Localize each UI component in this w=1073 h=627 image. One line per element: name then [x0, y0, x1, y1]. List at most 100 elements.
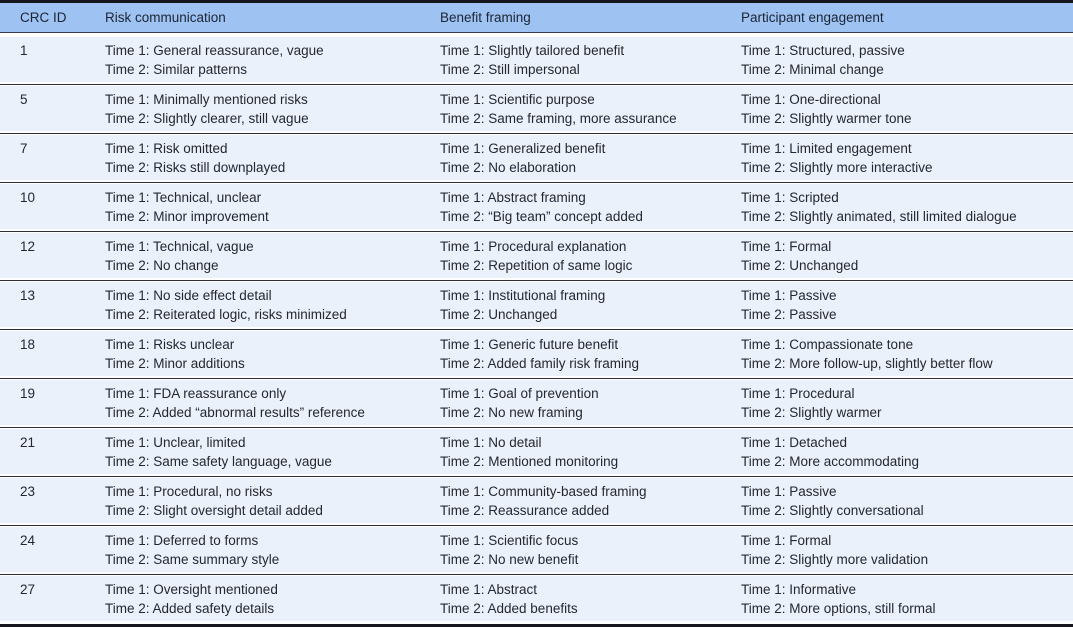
risk-time2-text: Time 2: Risks still downplayed [105, 159, 286, 175]
engagement-time2-text: Time 2: Slightly warmer [741, 404, 882, 420]
crc-id-cell: 18 [20, 336, 36, 352]
table-row: 23 Time 1: Procedural, no risks Time 2: … [0, 478, 1073, 523]
table-body: 1 Time 1: General reassurance, vague Tim… [0, 37, 1073, 621]
column-header-risk-communication: Risk communication [105, 10, 226, 25]
benefit-framing-cell: Time 1: Procedural explanation Time 2: R… [440, 237, 741, 275]
risk-communication-cell: Time 1: Risk omitted Time 2: Risks still… [105, 139, 440, 177]
engagement-time1-text: Time 1: Passive [741, 483, 837, 499]
engagement-time1-text: Time 1: Structured, passive [741, 42, 905, 58]
crc-id-cell: 1 [20, 42, 28, 58]
column-header-crc-id: CRC ID [20, 10, 67, 25]
table-row: 19 Time 1: FDA reassurance only Time 2: … [0, 380, 1073, 425]
benefit-framing-cell: Time 1: Institutional framing Time 2: Un… [440, 286, 741, 324]
crc-id-cell: 27 [20, 581, 36, 597]
participant-engagement-cell: Time 1: Passive Time 2: Passive [741, 286, 1073, 324]
risk-time1-text: Time 1: Technical, unclear [105, 189, 262, 205]
table-row: 12 Time 1: Technical, vague Time 2: No c… [0, 233, 1073, 278]
engagement-time1-text: Time 1: Informative [741, 581, 857, 597]
risk-time2-text: Time 2: Added “abnormal results” referen… [105, 404, 365, 420]
engagement-time1-text: Time 1: Detached [741, 434, 848, 450]
engagement-time2-text: Time 2: Slightly warmer tone [741, 110, 912, 126]
risk-time1-text: Time 1: General reassurance, vague [105, 42, 324, 58]
participant-engagement-cell: Time 1: Limited engagement Time 2: Sligh… [741, 139, 1073, 177]
benefit-time1-text: Time 1: Procedural explanation [440, 238, 627, 254]
benefit-time2-text: Time 2: Added family risk framing [440, 355, 640, 371]
benefit-framing-cell: Time 1: Scientific purpose Time 2: Same … [440, 90, 741, 128]
participant-engagement-cell: Time 1: Procedural Time 2: Slightly warm… [741, 384, 1073, 422]
benefit-time1-text: Time 1: Generalized benefit [440, 140, 606, 156]
benefit-framing-cell: Time 1: No detail Time 2: Mentioned moni… [440, 433, 741, 471]
risk-time2-text: Time 2: Same summary style [105, 551, 280, 567]
benefit-framing-cell: Time 1: Slightly tailored benefit Time 2… [440, 41, 741, 79]
participant-engagement-cell: Time 1: Structured, passive Time 2: Mini… [741, 41, 1073, 79]
risk-communication-cell: Time 1: FDA reassurance only Time 2: Add… [105, 384, 440, 422]
risk-time1-text: Time 1: Minimally mentioned risks [105, 91, 308, 107]
risk-time1-text: Time 1: Risks unclear [105, 336, 235, 352]
crc-id-cell: 13 [20, 287, 36, 303]
benefit-time1-text: Time 1: Abstract [440, 581, 538, 597]
row-divider [0, 524, 1073, 526]
engagement-time1-text: Time 1: Limited engagement [741, 140, 912, 156]
table-row: 7 Time 1: Risk omitted Time 2: Risks sti… [0, 135, 1073, 180]
risk-time2-text: Time 2: Added safety details [105, 600, 275, 616]
engagement-time2-text: Time 2: Passive [741, 306, 837, 322]
table-row: 5 Time 1: Minimally mentioned risks Time… [0, 86, 1073, 131]
risk-time1-text: Time 1: FDA reassurance only [105, 385, 287, 401]
benefit-framing-cell: Time 1: Abstract Time 2: Added benefits [440, 580, 741, 618]
engagement-time2-text: Time 2: More options, still formal [741, 600, 936, 616]
risk-time2-text: Time 2: No change [105, 257, 219, 273]
engagement-time2-text: Time 2: Slightly more validation [741, 551, 929, 567]
crc-id-cell: 23 [20, 483, 36, 499]
engagement-time1-text: Time 1: Passive [741, 287, 837, 303]
risk-time1-text: Time 1: Technical, vague [105, 238, 254, 254]
risk-time1-text: Time 1: Unclear, limited [105, 434, 246, 450]
risk-communication-cell: Time 1: Oversight mentioned Time 2: Adde… [105, 580, 440, 618]
crc-id-cell: 5 [20, 91, 28, 107]
table-row: 21 Time 1: Unclear, limited Time 2: Same… [0, 429, 1073, 474]
row-divider [0, 83, 1073, 85]
benefit-time2-text: Time 2: Unchanged [440, 306, 558, 322]
risk-communication-cell: Time 1: Deferred to forms Time 2: Same s… [105, 531, 440, 569]
benefit-time1-text: Time 1: Slightly tailored benefit [440, 42, 625, 58]
engagement-time1-text: Time 1: One-directional [741, 91, 881, 107]
benefit-time2-text: Time 2: Reassurance added [440, 502, 610, 518]
participant-engagement-cell: Time 1: One-directional Time 2: Slightly… [741, 90, 1073, 128]
row-divider [0, 181, 1073, 183]
benefit-time2-text: Time 2: Still impersonal [440, 61, 580, 77]
benefit-time2-text: Time 2: Mentioned monitoring [440, 453, 619, 469]
risk-time1-text: Time 1: Deferred to forms [105, 532, 259, 548]
participant-engagement-cell: Time 1: Informative Time 2: More options… [741, 580, 1073, 618]
risk-communication-cell: Time 1: No side effect detail Time 2: Re… [105, 286, 440, 324]
table-row: 24 Time 1: Deferred to forms Time 2: Sam… [0, 527, 1073, 572]
risk-time2-text: Time 2: Minor improvement [105, 208, 269, 224]
participant-engagement-cell: Time 1: Scripted Time 2: Slightly animat… [741, 188, 1073, 226]
table-row: 1 Time 1: General reassurance, vague Tim… [0, 37, 1073, 82]
column-header-benefit-framing: Benefit framing [440, 10, 531, 25]
crc-id-cell: 24 [20, 532, 36, 548]
crc-id-cell: 10 [20, 189, 36, 205]
risk-communication-cell: Time 1: Procedural, no risks Time 2: Sli… [105, 482, 440, 520]
engagement-time1-text: Time 1: Formal [741, 532, 832, 548]
risk-communication-cell: Time 1: Minimally mentioned risks Time 2… [105, 90, 440, 128]
risk-time1-text: Time 1: No side effect detail [105, 287, 272, 303]
benefit-time2-text: Time 2: Repetition of same logic [440, 257, 633, 273]
engagement-time2-text: Time 2: More accommodating [741, 453, 920, 469]
benefit-framing-cell: Time 1: Generic future benefit Time 2: A… [440, 335, 741, 373]
risk-communication-cell: Time 1: Risks unclear Time 2: Minor addi… [105, 335, 440, 373]
risk-time2-text: Time 2: Reiterated logic, risks minimize… [105, 306, 347, 322]
crc-id-cell: 12 [20, 238, 36, 254]
risk-communication-cell: Time 1: Technical, unclear Time 2: Minor… [105, 188, 440, 226]
risk-time2-text: Time 2: Minor additions [105, 355, 245, 371]
benefit-time2-text: Time 2: “Big team” concept added [440, 208, 643, 224]
risk-time2-text: Time 2: Slightly clearer, still vague [105, 110, 309, 126]
table-header-row: CRC ID Risk communication Benefit framin… [0, 3, 1073, 33]
participant-engagement-cell: Time 1: Formal Time 2: Unchanged [741, 237, 1073, 275]
benefit-framing-cell: Time 1: Generalized benefit Time 2: No e… [440, 139, 741, 177]
benefit-framing-cell: Time 1: Abstract framing Time 2: “Big te… [440, 188, 741, 226]
benefit-time2-text: Time 2: No new framing [440, 404, 583, 420]
risk-communication-cell: Time 1: Unclear, limited Time 2: Same sa… [105, 433, 440, 471]
risk-time1-text: Time 1: Procedural, no risks [105, 483, 273, 499]
engagement-time1-text: Time 1: Compassionate tone [741, 336, 914, 352]
engagement-time2-text: Time 2: Slightly conversational [741, 502, 924, 518]
